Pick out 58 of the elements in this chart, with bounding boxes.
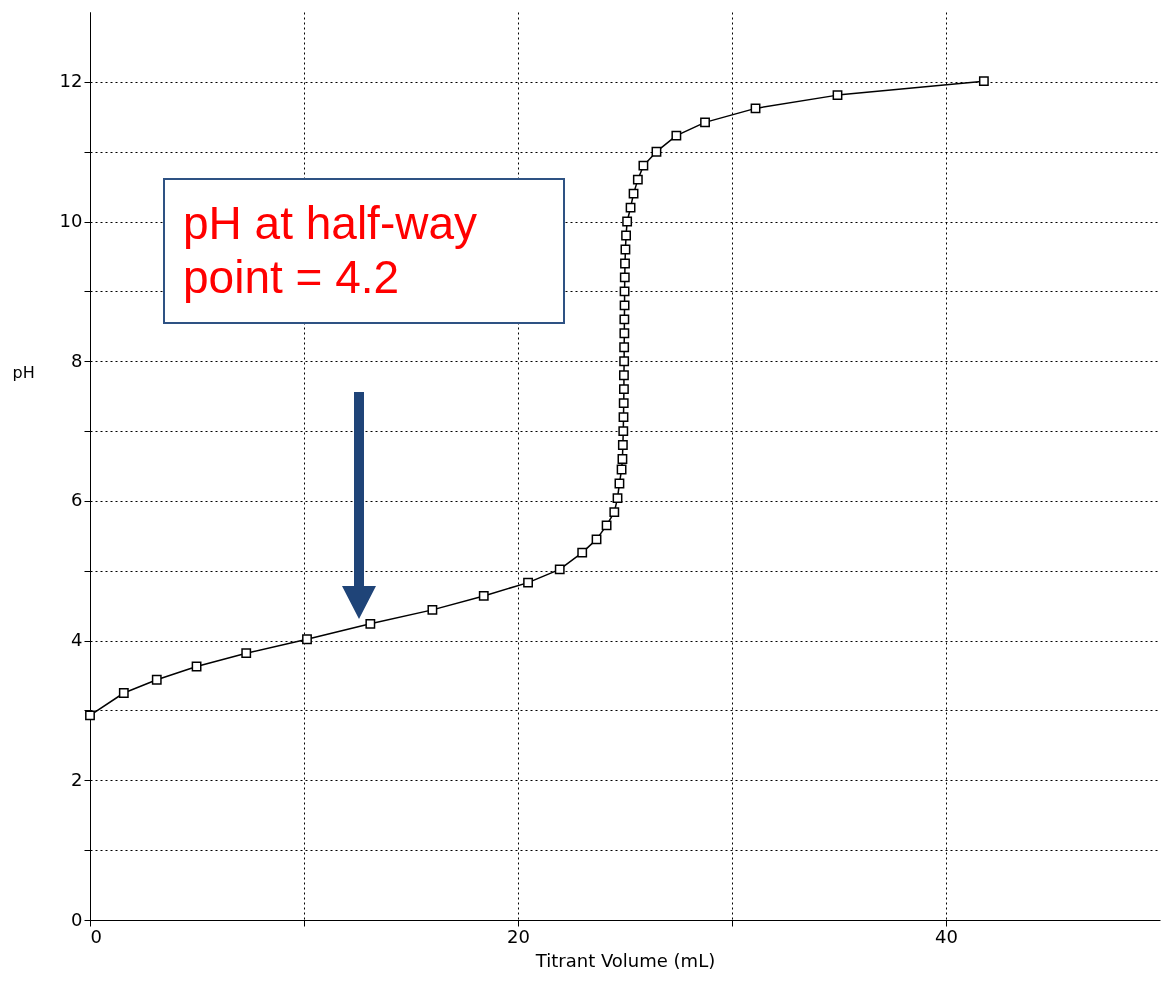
- y-tick-label: 4: [71, 629, 83, 651]
- point: [621, 230, 631, 241]
- point: [85, 710, 95, 721]
- x-tick-label: 20: [507, 925, 530, 947]
- y-tick-label: 0: [71, 908, 83, 930]
- point: [478, 590, 489, 601]
- point: [638, 160, 649, 171]
- point: [554, 564, 565, 575]
- point: [427, 604, 438, 615]
- point: [700, 117, 710, 128]
- point: [619, 328, 630, 339]
- point: [671, 130, 682, 141]
- point: [302, 634, 312, 645]
- point: [625, 202, 636, 213]
- point: [620, 244, 631, 255]
- annotation: pH at half-way point = 4.2: [163, 178, 565, 324]
- x-axis-title: Titrant Volume (mL): [534, 949, 716, 971]
- point: [619, 342, 630, 353]
- point: [616, 464, 627, 475]
- point: [750, 103, 761, 114]
- point: [619, 300, 630, 311]
- point: [365, 618, 376, 629]
- x-tick-label: 0: [90, 925, 102, 947]
- y-tick-label: 8: [71, 349, 83, 371]
- point: [609, 507, 620, 518]
- x-tick-label: 40: [935, 925, 958, 947]
- point: [619, 286, 630, 297]
- y-axis-title: pH: [12, 362, 35, 382]
- point: [591, 534, 602, 545]
- point: [191, 661, 202, 672]
- point: [601, 520, 612, 531]
- point: [118, 688, 129, 698]
- point: [978, 76, 989, 87]
- point: [628, 188, 639, 199]
- point: [619, 314, 630, 325]
- point: [577, 547, 588, 558]
- point: [618, 398, 629, 409]
- point: [612, 493, 623, 504]
- y-tick-label: 6: [71, 489, 83, 511]
- point: [241, 648, 252, 659]
- point: [619, 356, 630, 367]
- point: [619, 272, 630, 283]
- point: [523, 577, 533, 588]
- point: [618, 426, 629, 437]
- y-tick-label: 2: [71, 768, 83, 790]
- point: [622, 216, 633, 227]
- point: [832, 90, 843, 101]
- point: [619, 384, 629, 395]
- point: [617, 454, 628, 464]
- y-tick-label: 10: [59, 210, 83, 232]
- point: [617, 440, 628, 450]
- point: [619, 370, 629, 381]
- point: [620, 258, 630, 269]
- point: [651, 146, 662, 157]
- point: [632, 174, 643, 185]
- point: [618, 412, 629, 423]
- point: [151, 674, 162, 685]
- y-tick-label: 12: [59, 70, 83, 92]
